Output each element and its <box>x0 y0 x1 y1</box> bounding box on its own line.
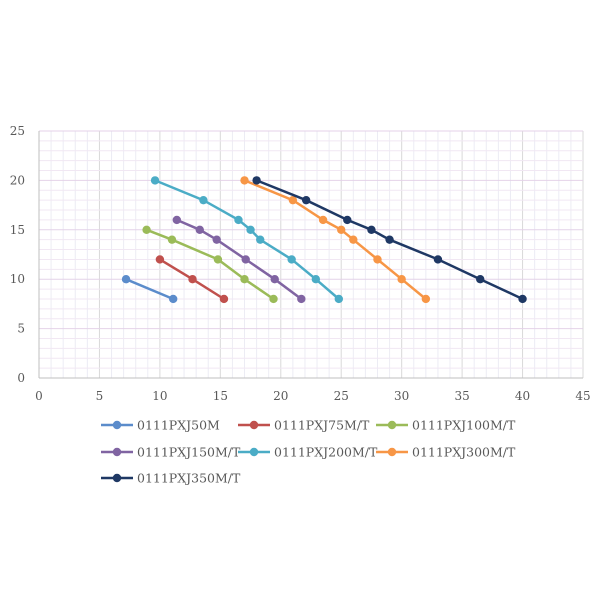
data-point <box>150 176 160 185</box>
legend-label: 0111PXJ75M/T <box>274 418 370 433</box>
legend-swatch-marker <box>112 447 122 457</box>
y-tick-label: 10 <box>10 272 25 286</box>
series-1 <box>155 255 229 304</box>
data-point <box>256 235 265 244</box>
data-point <box>334 294 344 304</box>
data-point <box>287 255 296 264</box>
legend-label: 0111PXJ300M/T <box>412 445 516 460</box>
y-tick-label: 5 <box>17 322 25 336</box>
y-tick-label: 20 <box>10 173 25 187</box>
data-point <box>343 215 352 225</box>
x-tick-label: 45 <box>575 389 590 403</box>
legend-item: 0111PXJ350M/T <box>101 471 241 486</box>
series-line <box>256 179 524 301</box>
data-point <box>288 195 298 205</box>
data-point <box>213 255 223 264</box>
data-point <box>270 275 279 284</box>
data-point <box>433 255 443 264</box>
x-tick-label: 25 <box>334 389 349 403</box>
series-line <box>244 179 427 300</box>
data-point <box>269 294 278 304</box>
data-point <box>240 275 249 284</box>
series-line <box>125 278 174 301</box>
series-3 <box>172 215 306 304</box>
x-tick-label: 5 <box>96 389 104 403</box>
data-point <box>199 195 208 205</box>
data-point <box>246 225 255 234</box>
legend-swatch-marker <box>112 473 122 483</box>
data-point <box>337 225 346 234</box>
data-point <box>252 176 261 185</box>
legend-swatch-marker <box>249 447 259 457</box>
data-point <box>219 294 229 304</box>
series-0 <box>121 275 178 304</box>
legend-label: 0111PXJ150M/T <box>137 445 241 460</box>
legend-swatch-marker <box>387 447 397 457</box>
data-point <box>476 275 485 284</box>
data-point <box>397 275 406 284</box>
data-point <box>121 275 131 284</box>
data-point <box>241 255 250 264</box>
data-point <box>172 215 182 225</box>
legend-item: 0111PXJ100M/T <box>376 418 516 433</box>
data-point <box>212 235 221 244</box>
data-point <box>318 215 328 225</box>
data-point <box>240 176 249 185</box>
data-point <box>311 275 321 284</box>
grid <box>39 130 584 378</box>
x-tick-label: 30 <box>394 389 409 403</box>
legend-swatch-marker <box>387 420 397 430</box>
x-tick-label: 10 <box>152 389 167 403</box>
series-6 <box>252 176 527 304</box>
legend-item: 0111PXJ75M/T <box>238 418 370 433</box>
legend-label: 0111PXJ350M/T <box>137 471 241 486</box>
data-point <box>297 294 306 304</box>
x-tick-label: 0 <box>35 389 43 403</box>
data-point <box>155 255 165 264</box>
legend-item: 0111PXJ150M/T <box>101 445 241 460</box>
legend-label: 0111PXJ100M/T <box>412 418 516 433</box>
data-point <box>373 255 382 264</box>
legend-item: 0111PXJ50M <box>101 418 220 433</box>
legend-item: 0111PXJ200M/T <box>238 445 378 460</box>
x-tick-label: 15 <box>213 389 228 403</box>
data-point <box>385 235 394 244</box>
data-point <box>349 235 358 244</box>
series-group <box>121 176 527 304</box>
axes: 0 5 10 15 20 25 30 35 40 45 0 5 10 15 20 25 <box>10 124 591 403</box>
y-tick-label: 0 <box>17 371 25 385</box>
series-line <box>154 179 340 300</box>
y-tick-label: 25 <box>10 124 25 138</box>
x-tick-label: 20 <box>273 389 288 403</box>
data-point <box>421 294 431 304</box>
data-point <box>518 294 527 304</box>
series-5 <box>240 176 431 304</box>
data-point <box>142 225 151 234</box>
data-point <box>188 275 197 284</box>
x-tick-label: 40 <box>515 389 530 403</box>
data-point <box>167 235 177 244</box>
series-2 <box>142 225 278 304</box>
legend-swatch-marker <box>112 420 122 430</box>
data-point <box>367 225 376 234</box>
data-point <box>168 294 178 304</box>
data-point <box>195 225 204 234</box>
legend-label: 0111PXJ50M <box>137 418 220 433</box>
legend-swatch-marker <box>249 420 259 430</box>
data-point <box>301 195 311 205</box>
data-point <box>234 215 243 225</box>
y-tick-label: 15 <box>10 223 25 237</box>
x-tick-label: 35 <box>454 389 469 403</box>
legend-item: 0111PXJ300M/T <box>376 445 516 460</box>
legend: 0111PXJ50M 0111PXJ75M/T 0111PXJ100M/T 0111P… <box>101 418 516 486</box>
series-4 <box>150 176 344 304</box>
legend-label: 0111PXJ200M/T <box>274 445 378 460</box>
